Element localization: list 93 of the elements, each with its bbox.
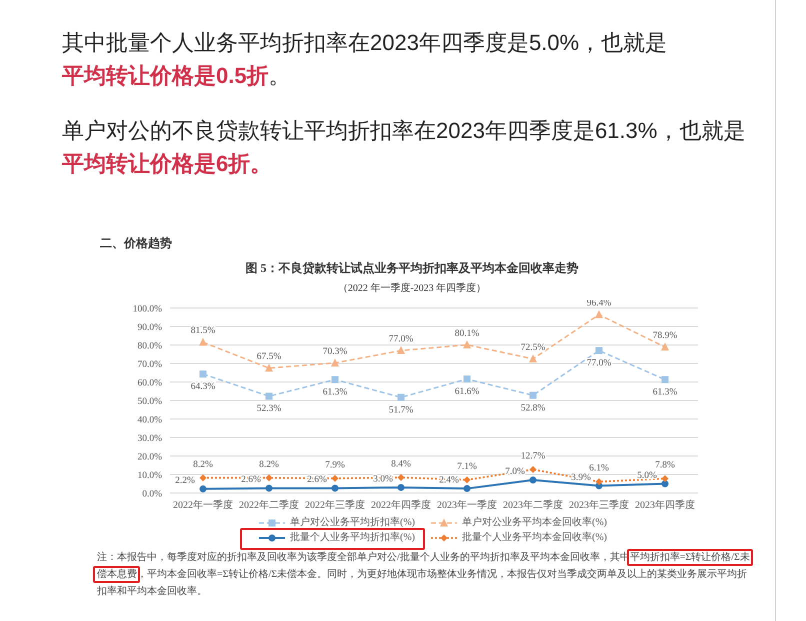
y-tick-label: 30.0% bbox=[137, 434, 162, 444]
y-tick-label: 100.0% bbox=[132, 304, 162, 314]
point bbox=[398, 474, 404, 481]
data-label: 6.1% bbox=[589, 464, 609, 474]
y-tick-label: 0.0% bbox=[142, 489, 162, 500]
legend-label: 单户对公业务平均折扣率(%) bbox=[290, 516, 415, 530]
point bbox=[596, 478, 602, 486]
text: 单户对公的不良贷款转让平均折扣率在2023年四季度是61.3%，也就是 bbox=[62, 118, 746, 143]
point bbox=[397, 346, 405, 354]
data-label: 52.3% bbox=[256, 404, 282, 414]
point bbox=[200, 370, 206, 378]
text: 二、价格趋势 bbox=[100, 235, 172, 251]
y-tick-label: 20.0% bbox=[137, 452, 162, 462]
data-label: 7.1% bbox=[457, 462, 477, 472]
point bbox=[332, 376, 338, 384]
y-tick-label: 60.0% bbox=[137, 378, 162, 388]
text: 其中批量个人业务平均折扣率在2023年四季度是5.0%，也就是 bbox=[62, 30, 668, 55]
x-tick-label: 2022年二季度 bbox=[239, 499, 299, 512]
data-label: 77.0% bbox=[388, 334, 414, 345]
data-label: 61.6% bbox=[454, 387, 480, 398]
legend-label: 单户对公业务平均本金回收率(%) bbox=[462, 516, 607, 530]
text: 偿本息费 bbox=[97, 568, 137, 582]
data-label: 8.4% bbox=[391, 459, 411, 470]
data-label: 70.3% bbox=[322, 346, 348, 357]
data-label: 61.3% bbox=[322, 388, 348, 398]
data-label: 2.4% bbox=[439, 476, 459, 486]
y-tick-label: 40.0% bbox=[137, 415, 162, 426]
point bbox=[331, 358, 339, 366]
text: 扣率和平均本金回收率。 bbox=[97, 584, 208, 599]
y-tick-label: 70.0% bbox=[137, 360, 162, 370]
x-tick-label: 2023年三季度 bbox=[569, 499, 629, 512]
y-tick-label: 10.0% bbox=[137, 470, 162, 481]
chart-subtitle: （2022 年一季度-2023 年四季度） bbox=[336, 282, 488, 296]
point bbox=[595, 310, 603, 318]
data-label: 2.6% bbox=[307, 475, 327, 486]
point bbox=[266, 484, 272, 492]
text: 平均转让价格是0.5折 bbox=[62, 62, 269, 90]
data-label: 7.9% bbox=[325, 460, 345, 470]
x-tick-label: 2023年四季度 bbox=[635, 499, 695, 512]
text: 。 bbox=[268, 63, 291, 88]
point bbox=[332, 484, 338, 492]
data-label: 72.5% bbox=[520, 342, 546, 353]
data-label: 2.2% bbox=[175, 476, 195, 486]
legend-label: 批量个人业务平均本金回收率(%) bbox=[462, 530, 607, 545]
point bbox=[596, 347, 602, 354]
data-label: 51.7% bbox=[388, 405, 414, 416]
data-label: 61.3% bbox=[652, 388, 678, 398]
point bbox=[530, 392, 536, 399]
data-label: 52.8% bbox=[520, 403, 546, 414]
data-label: 7.8% bbox=[655, 460, 675, 471]
chart-title: 图 5：不良贷款转让试点业务平均折扣率及平均本金回收率走势 bbox=[244, 260, 580, 277]
data-label: 8.2% bbox=[259, 460, 279, 470]
data-label: 5.0% bbox=[637, 470, 657, 481]
x-tick-label: 2023年二季度 bbox=[503, 499, 563, 512]
point bbox=[662, 480, 668, 488]
data-label: 81.5% bbox=[190, 326, 216, 336]
point bbox=[530, 466, 536, 474]
point bbox=[529, 354, 537, 362]
legend-label: 批量个人业务平均折扣率(%) bbox=[290, 530, 415, 545]
point bbox=[332, 474, 338, 482]
data-label: 64.3% bbox=[190, 382, 216, 392]
point bbox=[464, 485, 470, 492]
point bbox=[463, 340, 471, 348]
point bbox=[265, 364, 273, 372]
point bbox=[266, 474, 272, 482]
text: 平均转让价格是6折。 bbox=[62, 150, 272, 178]
data-label: 12.7% bbox=[520, 452, 546, 462]
point bbox=[530, 476, 536, 484]
y-tick-label: 80.0% bbox=[137, 341, 162, 352]
data-label: 8.2% bbox=[193, 460, 213, 470]
point bbox=[398, 484, 404, 491]
x-tick-label: 2022年一季度 bbox=[173, 499, 233, 512]
data-label: 2.6% bbox=[241, 475, 261, 486]
data-label: 78.9% bbox=[652, 331, 678, 342]
data-label: 3.0% bbox=[373, 474, 393, 484]
x-tick-label: 2023年一季度 bbox=[437, 499, 497, 512]
point bbox=[662, 376, 668, 384]
point bbox=[662, 475, 668, 482]
data-label: 80.1% bbox=[454, 328, 480, 339]
data-label: 77.0% bbox=[586, 358, 612, 369]
point bbox=[200, 485, 206, 492]
point bbox=[266, 392, 272, 400]
point bbox=[464, 376, 470, 383]
x-tick-label: 2022年四季度 bbox=[371, 499, 431, 512]
point bbox=[398, 394, 404, 401]
point bbox=[661, 342, 669, 351]
point bbox=[199, 338, 207, 346]
y-tick-label: 90.0% bbox=[137, 322, 162, 333]
y-tick-label: 50.0% bbox=[137, 396, 162, 407]
data-label: 67.5% bbox=[256, 352, 282, 362]
x-tick-label: 2022年三季度 bbox=[305, 499, 365, 512]
point bbox=[464, 476, 470, 484]
point bbox=[200, 474, 206, 482]
